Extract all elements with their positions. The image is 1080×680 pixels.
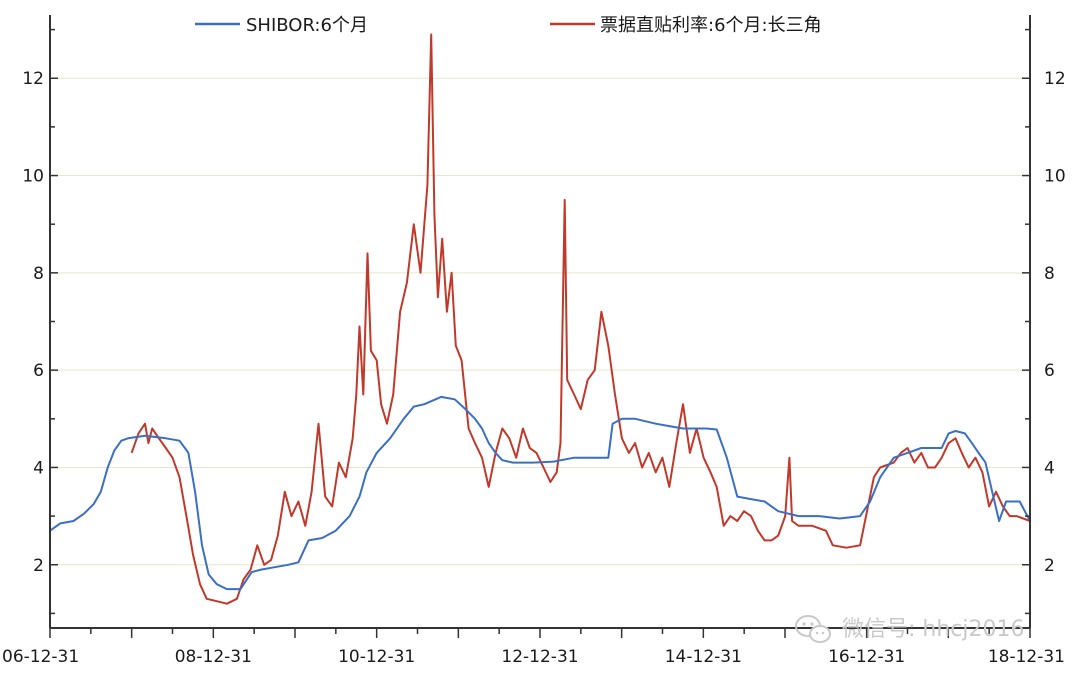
legend-label-0: SHIBOR:6个月 [246, 15, 368, 36]
watermark: 微信号: hhcj2016 [795, 615, 1025, 643]
left-tick-label-2: 2 [33, 556, 44, 576]
watermark-text: 微信号: hhcj2016 [842, 617, 1025, 642]
x-tick-label-16-12-31: 16-12-31 [828, 647, 905, 667]
series-lines [49, 33, 1031, 605]
left-tick-label-8: 8 [33, 264, 44, 284]
right-tick-label-6: 6 [1044, 361, 1055, 381]
horizontal-gridlines [50, 77, 1030, 566]
right-y-axis-ticks: 2 4 6 8 10 12 [1022, 28, 1066, 615]
x-axis-ticks: 06-12-31 08-12-31 10-12-31 12-12-31 14-12-31… [2, 628, 1065, 667]
left-tick-label-4: 4 [33, 458, 44, 478]
right-tick-label-8: 8 [1044, 264, 1055, 284]
wechat-icon [795, 615, 831, 643]
legend: SHIBOR:6个月 票据直贴利率:6个月:长三角 [195, 15, 822, 36]
legend-label-1: 票据直贴利率:6个月:长三角 [600, 15, 822, 36]
left-tick-label-6: 6 [33, 361, 44, 381]
right-tick-label-12: 12 [1044, 69, 1066, 89]
x-tick-label-18-12-31: 18-12-31 [988, 647, 1065, 667]
series-line-1 [130, 33, 1031, 605]
series-line-0 [49, 395, 1031, 591]
right-tick-label-2: 2 [1044, 556, 1055, 576]
right-tick-label-10: 10 [1044, 167, 1066, 187]
x-tick-label-06-12-31: 06-12-31 [2, 647, 79, 667]
x-tick-label-08-12-31: 08-12-31 [175, 647, 252, 667]
x-tick-label-12-12-31: 12-12-31 [501, 647, 578, 667]
axes [49, 15, 1031, 629]
x-tick-label-14-12-31: 14-12-31 [665, 647, 742, 667]
right-tick-label-4: 4 [1044, 458, 1055, 478]
left-y-axis-ticks: 2 4 6 8 10 12 [22, 28, 58, 615]
left-tick-label-12: 12 [22, 69, 44, 89]
left-tick-label-10: 10 [22, 167, 44, 187]
x-tick-label-10-12-31: 10-12-31 [338, 647, 415, 667]
